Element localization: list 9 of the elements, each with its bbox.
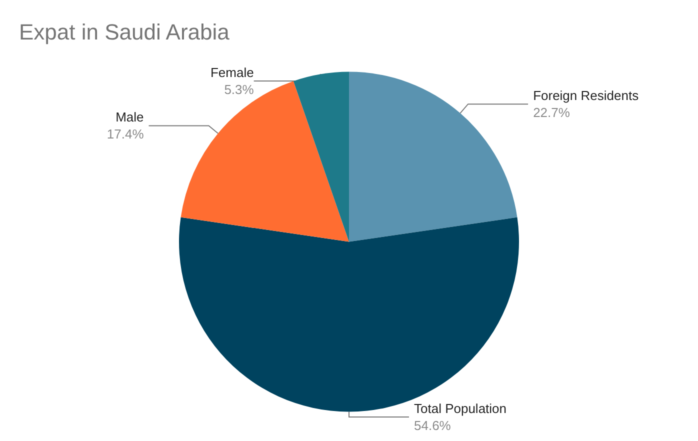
slice-label: Foreign Residents — [533, 88, 640, 104]
slice-label: Female — [210, 65, 254, 80]
data-label: 22.7% — [533, 105, 570, 120]
slice-label: Total Population — [414, 401, 507, 416]
data-label: 54.6% — [414, 418, 452, 433]
data-label: 17.4% — [106, 126, 144, 142]
slice-label: Male — [116, 110, 144, 125]
data-label: 5.3% — [224, 82, 254, 97]
chart-title: Expat in Saudi Arabia — [19, 20, 230, 44]
